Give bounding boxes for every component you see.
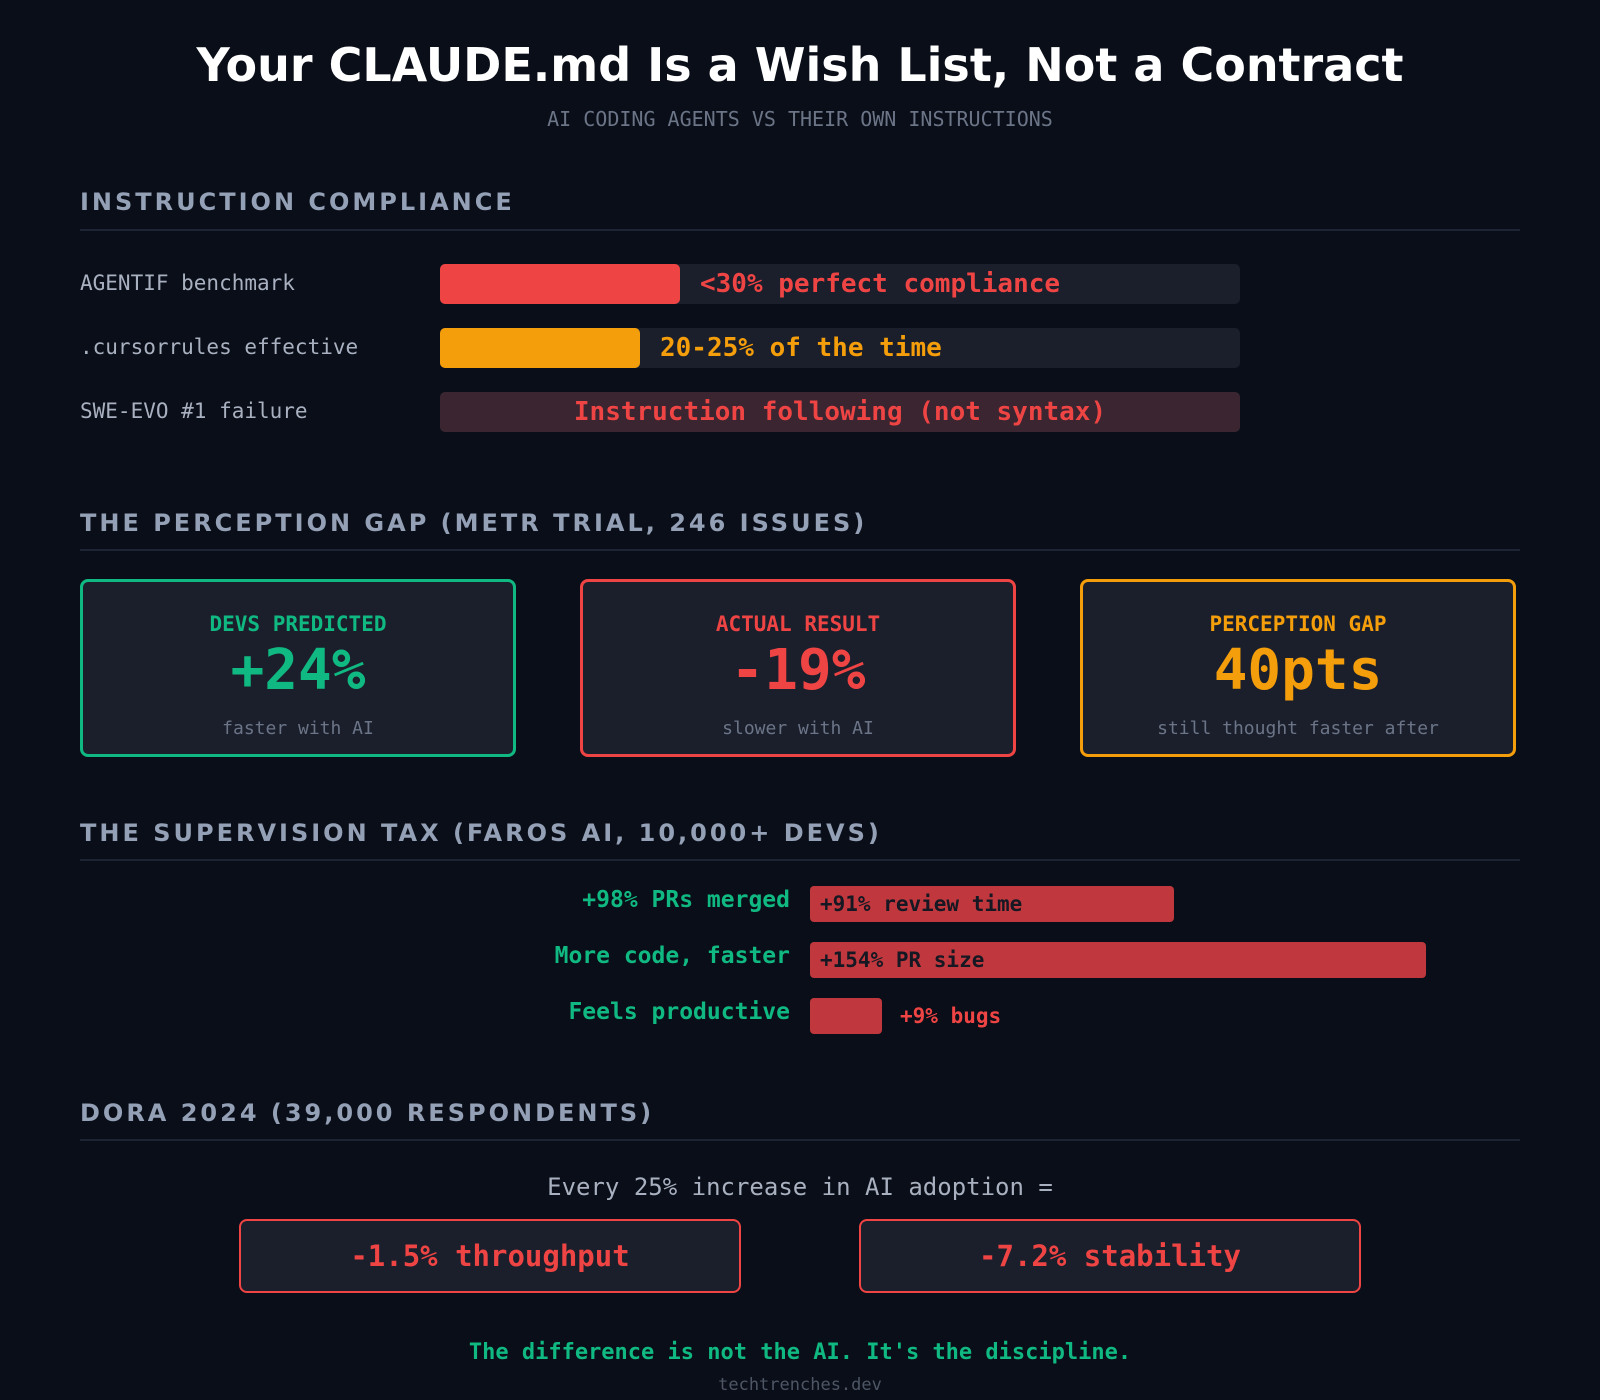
stat-card-label: PERCEPTION GAP bbox=[1209, 612, 1387, 636]
footer-quote: The difference is not the AI. It's the d… bbox=[468, 1340, 1132, 1365]
stat-card-caption: still thought faster after bbox=[1157, 718, 1439, 739]
tax-left-label: More code, faster bbox=[554, 943, 790, 969]
stat-card-value: +24% bbox=[230, 638, 366, 703]
compliance-bar-text: Instruction following (not syntax) bbox=[573, 397, 1107, 427]
section-title-compliance: INSTRUCTION COMPLIANCE bbox=[80, 188, 515, 216]
section-divider bbox=[80, 859, 1520, 861]
section-title-dora: DORA 2024 (39,000 RESPONDENTS) bbox=[80, 1099, 655, 1127]
stat-card-label: ACTUAL RESULT bbox=[715, 612, 881, 636]
section-divider bbox=[80, 549, 1520, 551]
section-divider bbox=[80, 1139, 1520, 1141]
stat-card-value: 40pts bbox=[1213, 638, 1383, 703]
compliance-bar-fill bbox=[440, 328, 640, 368]
page-title: Your CLAUDE.md Is a Wish List, Not a Con… bbox=[196, 38, 1404, 92]
compliance-bar-text: 20-25% of the time bbox=[660, 333, 942, 363]
compliance-bar-fill bbox=[440, 264, 680, 304]
stat-card-gap: PERCEPTION GAP 40pts still thought faste… bbox=[1080, 579, 1516, 757]
compliance-label: AGENTIF benchmark bbox=[80, 271, 295, 295]
compliance-label: .cursorrules effective bbox=[80, 335, 359, 359]
section-divider bbox=[80, 229, 1520, 231]
footer-site: techtrenches.dev bbox=[718, 1375, 882, 1395]
compliance-bar-track: <30% perfect compliance bbox=[440, 264, 1240, 304]
stat-card-label: DEVS PREDICTED bbox=[209, 612, 387, 636]
dora-intro: Every 25% increase in AI adoption = bbox=[547, 1173, 1053, 1201]
compliance-bar-text: <30% perfect compliance bbox=[700, 269, 1061, 299]
tax-bar-label: +91% review time bbox=[820, 892, 1023, 916]
dora-stability-box: -7.2% stability bbox=[859, 1219, 1361, 1293]
compliance-bar-fill bbox=[440, 392, 1240, 432]
stat-card-predicted: DEVS PREDICTED +24% faster with AI bbox=[80, 579, 516, 757]
tax-bar: +154% PR size bbox=[810, 942, 1426, 978]
tax-left-label: +98% PRs merged bbox=[582, 887, 790, 913]
section-title-supervision: THE SUPERVISION TAX (FAROS AI, 10,000+ D… bbox=[80, 819, 882, 847]
section-title-perception: THE PERCEPTION GAP (METR TRIAL, 246 ISSU… bbox=[80, 509, 868, 537]
stat-card-caption: slower with AI bbox=[722, 718, 874, 739]
compliance-label: SWE-EVO #1 failure bbox=[80, 399, 308, 423]
tax-bar: +91% review time bbox=[810, 886, 1174, 922]
tax-bar bbox=[810, 998, 882, 1034]
compliance-bar-track: 20-25% of the time bbox=[440, 328, 1240, 368]
stat-card-value: -19% bbox=[730, 638, 866, 703]
stat-card-actual: ACTUAL RESULT -19% slower with AI bbox=[580, 579, 1016, 757]
dora-throughput-box: -1.5% throughput bbox=[239, 1219, 741, 1293]
tax-bar-label: +154% PR size bbox=[820, 948, 985, 972]
tax-left-label: Feels productive bbox=[568, 999, 790, 1025]
compliance-bar-track: Instruction following (not syntax) bbox=[440, 392, 1240, 432]
page-subtitle: AI CODING AGENTS VS THEIR OWN INSTRUCTIO… bbox=[547, 107, 1053, 131]
tax-bar-outside-label: +9% bugs bbox=[900, 1004, 1002, 1028]
stat-card-caption: faster with AI bbox=[222, 718, 374, 739]
